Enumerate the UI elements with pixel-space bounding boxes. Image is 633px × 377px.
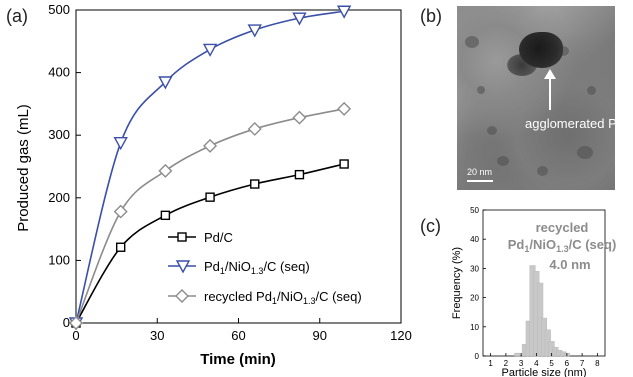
histogram-y-tick-label: 50 <box>470 206 479 215</box>
data-point <box>113 204 128 219</box>
arrow-up-icon <box>544 69 556 79</box>
legend-item-recycled: recycled Pd1/NiO1.3/C (seq) <box>168 289 362 306</box>
histogram: 1 2 3 4 5 6 7 8 0 10 20 30 40 50 Frequency (%) Partic… <box>451 206 616 377</box>
y-tick-label: 100 <box>48 252 70 267</box>
y-tick-label: 400 <box>48 65 70 80</box>
histogram-x-tick-label: 4 <box>534 359 539 368</box>
histogram-y-tick-label: 0 <box>475 352 480 361</box>
agglomerated-particle <box>519 32 563 68</box>
panel-label-a: (a) <box>6 6 28 26</box>
data-point <box>115 242 126 252</box>
data-point <box>113 137 128 151</box>
data-point <box>205 192 215 202</box>
y-tick-label: 0 <box>63 315 70 330</box>
histogram-x-tick-label: 8 <box>595 359 600 368</box>
line-chart-x-axis-label: Time (min) <box>200 351 276 368</box>
data-point <box>294 169 305 180</box>
histogram-y-tick-label: 30 <box>470 264 479 273</box>
data-point <box>202 43 218 57</box>
x-tick-label: 120 <box>390 328 412 343</box>
data-point <box>339 159 349 169</box>
line-chart-y-axis-label: Produced gas (mL) <box>15 104 32 232</box>
histogram-bars <box>514 265 570 357</box>
legend-item-pd1-nio-c: Pd1/NiO1.3/C (seq) <box>168 259 310 276</box>
panel-label-b: (b) <box>420 6 442 26</box>
series-line-1 <box>75 10 345 324</box>
line-chart: 0 30 60 90 120 0 100 200 300 400 500 Produced gas … <box>15 2 412 368</box>
arrow-shaft <box>549 78 551 110</box>
tem-annotation: agglomerated Pd <box>525 116 615 131</box>
histogram-x-tick-label: 1 <box>488 359 493 368</box>
histogram-x-axis-label: Particle size (nm) <box>502 367 587 377</box>
y-tick-label: 200 <box>48 190 70 205</box>
scale-bar <box>467 180 493 182</box>
tem-micrograph: agglomerated Pd 20 nm <box>457 6 615 190</box>
x-tick-label: 90 <box>313 328 327 343</box>
data-point <box>247 121 262 136</box>
data-point <box>336 5 352 19</box>
histogram-x-tick-label: 5 <box>549 359 554 368</box>
legend-label-pd1-nio-c: Pd1/NiO1.3/C (seq) <box>204 259 310 276</box>
legend-label-pd-c: Pd/C <box>204 230 233 245</box>
histogram-x-tick-label: 2 <box>504 359 509 368</box>
x-tick-label: 30 <box>150 328 164 343</box>
line-chart-ticks: 0 30 60 90 120 0 100 200 300 400 500 <box>48 2 412 343</box>
histogram-y-tick-label: 40 <box>470 235 479 244</box>
histogram-y-tick-label: 20 <box>470 294 479 303</box>
legend: Pd/C Pd1/NiO1.3/C (seq) recycled Pd1/NiO… <box>168 230 362 306</box>
histogram-ticks: 1 2 3 4 5 6 7 8 0 10 20 30 40 50 <box>470 206 600 368</box>
legend-label-recycled: recycled Pd1/NiO1.3/C (seq) <box>204 289 362 306</box>
x-tick-label: 0 <box>72 328 79 343</box>
histogram-y-axis-label: Frequency (%) <box>451 247 463 319</box>
histogram-x-tick-label: 7 <box>580 359 585 368</box>
line-chart-series <box>68 5 352 331</box>
histogram-x-tick-label: 6 <box>565 359 570 368</box>
data-point <box>292 12 307 26</box>
data-point <box>160 210 171 221</box>
data-point <box>158 76 173 90</box>
data-point <box>203 138 218 153</box>
data-point <box>247 24 262 38</box>
histogram-bar <box>514 352 521 357</box>
y-tick-label: 300 <box>48 127 70 142</box>
x-tick-label: 60 <box>231 328 245 343</box>
data-point <box>158 163 173 178</box>
scale-bar-label: 20 nm <box>467 167 493 177</box>
data-point <box>292 110 307 125</box>
histogram-x-tick-label: 3 <box>519 359 524 368</box>
data-point <box>250 179 260 189</box>
data-point <box>69 316 83 330</box>
panel-label-c: (c) <box>420 216 441 236</box>
histogram-annotation-line3: 4.0 nm <box>549 257 590 272</box>
data-point <box>337 101 352 116</box>
y-tick-label: 500 <box>48 2 70 17</box>
histogram-y-tick-label: 10 <box>470 323 479 332</box>
plot-area-frame <box>75 9 402 324</box>
legend-item-pd-c: Pd/C <box>168 230 233 245</box>
histogram-annotation-line1: recycled <box>536 220 589 235</box>
histogram-annotation-line2: Pd1/NiO1.3/C (seq) <box>508 237 617 254</box>
